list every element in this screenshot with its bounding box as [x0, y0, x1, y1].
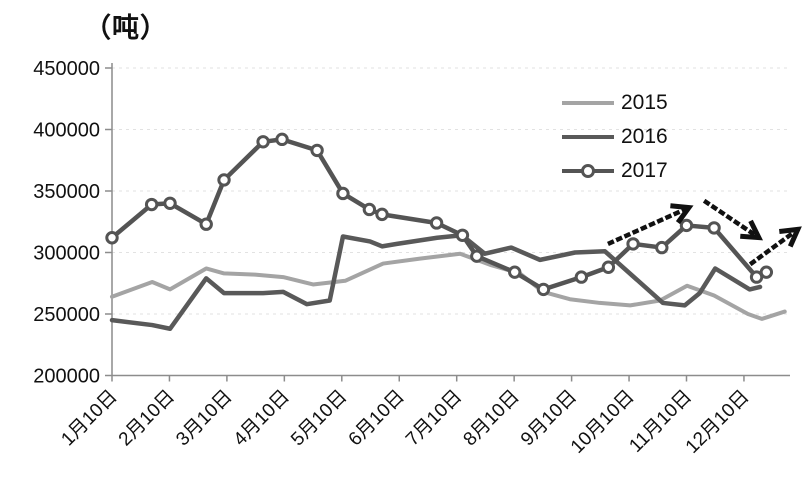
- series-2017-marker: [275, 132, 289, 147]
- legend-label: 2016: [621, 125, 668, 148]
- y-axis-label: 450000: [33, 58, 100, 80]
- series-2017-marker: [601, 260, 616, 274]
- trend-arrow-shaft: [702, 198, 762, 241]
- legend-label: 2017: [621, 159, 668, 182]
- x-axis-label: 10月10日: [567, 386, 639, 458]
- x-axis-label: 3月10日: [172, 386, 236, 450]
- series-2017-line: [109, 137, 769, 292]
- series-2017-marker: [679, 218, 694, 233]
- axis-unit-title: （吨）: [84, 13, 168, 43]
- legend-swatch-2015: [562, 101, 614, 105]
- x-axis-label: 1月10日: [57, 386, 121, 450]
- series-2017-marker: [655, 240, 669, 255]
- y-axis-label: 400000: [33, 120, 100, 142]
- series-2017-marker: [199, 217, 213, 231]
- y-axis-label: 250000: [33, 304, 100, 326]
- series-2017-marker: [144, 197, 159, 212]
- legend-item-2016: 2016: [562, 120, 668, 154]
- series-2017-marker: [470, 249, 484, 263]
- series-2017-marker: [429, 216, 444, 230]
- series-2017-marker: [217, 173, 231, 187]
- x-axis-label: 7月10日: [402, 386, 466, 450]
- x-axis-label: 8月10日: [460, 386, 524, 450]
- y-axis-label: 350000: [33, 181, 100, 203]
- legend-label: 2015: [621, 91, 668, 114]
- trend-arrow-shaft: [607, 205, 691, 246]
- series-2017-marker: [707, 221, 721, 235]
- x-axis-label: 12月10日: [682, 386, 754, 458]
- legend: 2015 2016 2017: [562, 86, 668, 188]
- x-axis-label: 4月10日: [230, 386, 294, 450]
- series-2016-line: [109, 233, 763, 332]
- trend-arrow-head: [670, 203, 694, 225]
- legend-swatch-2017: [562, 169, 614, 173]
- y-axis-label: 200000: [33, 366, 100, 388]
- trend-arrow-head: [740, 219, 764, 241]
- series-2017-marker: [536, 282, 551, 297]
- series-2017-marker: [163, 196, 177, 211]
- trend-arrow-shaft: [748, 226, 801, 267]
- legend-swatch-2016: [562, 135, 614, 139]
- legend-item-2017: 2017: [562, 154, 668, 188]
- x-axis-label: 5月10日: [287, 386, 351, 450]
- series-2017-marker: [256, 135, 270, 149]
- series-2017-marker: [310, 143, 324, 158]
- series-2017-marker: [336, 186, 350, 201]
- series-2017-marker: [362, 202, 377, 217]
- series-2017-marker: [455, 228, 470, 242]
- x-axis-label: 6月10日: [345, 386, 409, 450]
- series-2017-marker: [375, 207, 389, 222]
- y-axis-label: 300000: [33, 243, 100, 265]
- x-axis-label: 2月10日: [115, 386, 179, 450]
- series-2017-marker: [574, 270, 589, 284]
- trend-arrow-head: [779, 226, 802, 248]
- series-2017-marker: [759, 265, 774, 279]
- series-2017-marker: [508, 265, 522, 279]
- legend-item-2015: 2015: [562, 86, 668, 120]
- series-2017-marker: [626, 237, 640, 251]
- series-2017-marker: [105, 231, 119, 245]
- series-2017-marker: [749, 270, 764, 284]
